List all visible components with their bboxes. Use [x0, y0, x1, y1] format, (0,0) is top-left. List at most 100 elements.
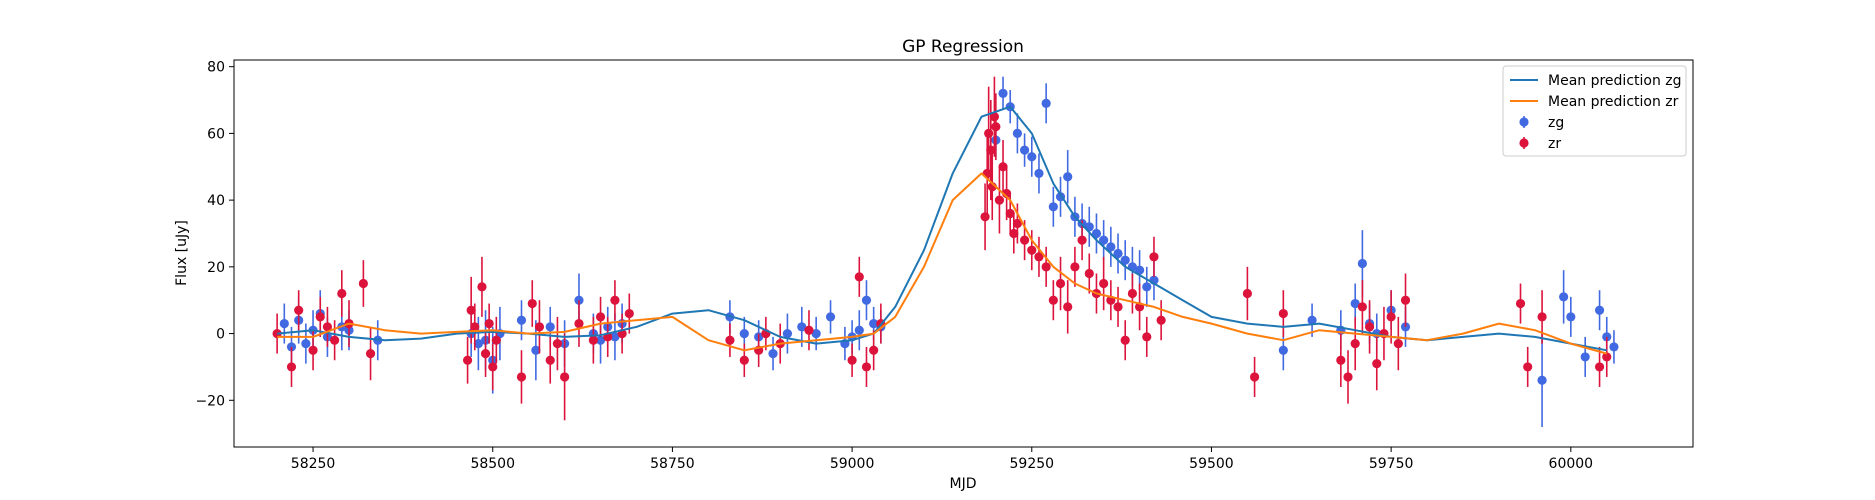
data-point-zr — [1149, 252, 1158, 261]
data-point-zr — [546, 356, 555, 365]
data-point-zr — [485, 319, 494, 328]
data-point-zg — [1013, 129, 1022, 138]
data-point-zr — [287, 362, 296, 371]
data-point-zr — [1157, 316, 1166, 325]
data-point-zr — [330, 336, 339, 345]
data-point-zr — [1595, 362, 1604, 371]
y-tick-label: 40 — [207, 193, 225, 209]
line-mean-prediction-zg — [277, 107, 1607, 351]
data-point-zr — [1394, 339, 1403, 348]
y-axis-title: Flux [uJy] — [174, 220, 190, 286]
data-point-zg — [1020, 145, 1029, 154]
y-tick-label: 80 — [207, 60, 225, 76]
data-point-zr — [1250, 372, 1259, 381]
x-tick-label: 59000 — [830, 456, 875, 472]
data-point-zg — [1609, 342, 1618, 351]
data-point-zr — [1523, 362, 1532, 371]
data-point-zr — [574, 319, 583, 328]
data-point-zr — [869, 346, 878, 355]
data-point-zr — [337, 289, 346, 298]
data-point-zr — [1085, 269, 1094, 278]
legend-label: zr — [1548, 136, 1561, 152]
x-tick-label: 59500 — [1189, 456, 1234, 472]
data-point-zr — [1027, 246, 1036, 255]
legend: Mean prediction zg Mean prediction zr zg zr — [1503, 66, 1686, 156]
data-point-zr — [463, 356, 472, 365]
plot-frame — [234, 60, 1693, 447]
data-point-zr — [488, 362, 497, 371]
data-point-zr — [1063, 302, 1072, 311]
data-point-zr — [294, 306, 303, 315]
legend-label: zg — [1548, 115, 1564, 131]
data-point-zr — [535, 322, 544, 331]
data-point-zr — [1049, 296, 1058, 305]
data-point-zr — [1358, 302, 1367, 311]
data-point-zr — [1401, 296, 1410, 305]
data-point-zr — [1070, 262, 1079, 271]
data-point-zg — [301, 339, 310, 348]
data-point-zr — [855, 272, 864, 281]
data-point-zg — [1358, 259, 1367, 268]
x-tick-label: 58500 — [470, 456, 515, 472]
x-tick-label: 59250 — [1010, 456, 1055, 472]
data-point-zr — [1372, 359, 1381, 368]
x-tick-label: 58750 — [650, 456, 695, 472]
data-point-zr — [1056, 279, 1065, 288]
data-point-zr — [1537, 312, 1546, 321]
y-tick-label: −20 — [195, 393, 225, 409]
data-point-zr — [1365, 322, 1374, 331]
data-point-zr — [1077, 236, 1086, 245]
data-point-zg — [862, 296, 871, 305]
data-point-zg — [1279, 346, 1288, 355]
data-point-zr — [1279, 309, 1288, 318]
data-point-zg — [1027, 152, 1036, 161]
data-point-zr — [560, 372, 569, 381]
data-point-zr — [596, 312, 605, 321]
data-point-zr — [553, 339, 562, 348]
data-point-zg — [1581, 352, 1590, 361]
data-point-zr — [1343, 372, 1352, 381]
data-point-zr — [477, 282, 486, 291]
data-point-zr — [984, 129, 993, 138]
data-point-zr — [1020, 236, 1029, 245]
data-point-zg — [855, 326, 864, 335]
data-point-zg — [1042, 99, 1051, 108]
y-tick-label: 60 — [207, 126, 225, 142]
data-point-zr — [1516, 299, 1525, 308]
data-point-zg — [1142, 282, 1151, 291]
data-point-zg — [1049, 202, 1058, 211]
data-point-zg — [740, 329, 749, 338]
x-tick-label: 58250 — [291, 456, 336, 472]
data-point-zr — [366, 349, 375, 358]
data-point-zr — [725, 336, 734, 345]
data-point-zg — [1034, 169, 1043, 178]
legend-label: Mean prediction zr — [1548, 94, 1679, 110]
data-point-zr — [991, 122, 1000, 131]
y-tick-label: 0 — [216, 327, 225, 343]
data-point-zr — [1042, 262, 1051, 271]
x-tick-label: 60000 — [1549, 456, 1594, 472]
data-point-zr — [1142, 332, 1151, 341]
data-point-zr — [517, 372, 526, 381]
data-point-zr — [804, 326, 813, 335]
series-zr — [273, 77, 1612, 421]
data-point-zg — [826, 312, 835, 321]
data-point-zr — [1121, 336, 1130, 345]
data-point-zr — [316, 312, 325, 321]
data-point-zr — [1243, 289, 1252, 298]
data-point-zr — [481, 349, 490, 358]
data-point-zr — [847, 356, 856, 365]
data-point-zg — [1063, 172, 1072, 181]
data-point-zr — [995, 196, 1004, 205]
legend-marker-swatch — [1519, 138, 1528, 147]
data-point-zg — [1566, 312, 1575, 321]
data-point-zg — [768, 349, 777, 358]
data-point-zg — [517, 316, 526, 325]
data-point-zr — [1351, 339, 1360, 348]
data-point-zr — [359, 279, 368, 288]
data-point-zr — [610, 296, 619, 305]
data-point-zr — [980, 212, 989, 221]
chart-title: GP Regression — [902, 37, 1024, 57]
data-point-zr — [1099, 279, 1108, 288]
